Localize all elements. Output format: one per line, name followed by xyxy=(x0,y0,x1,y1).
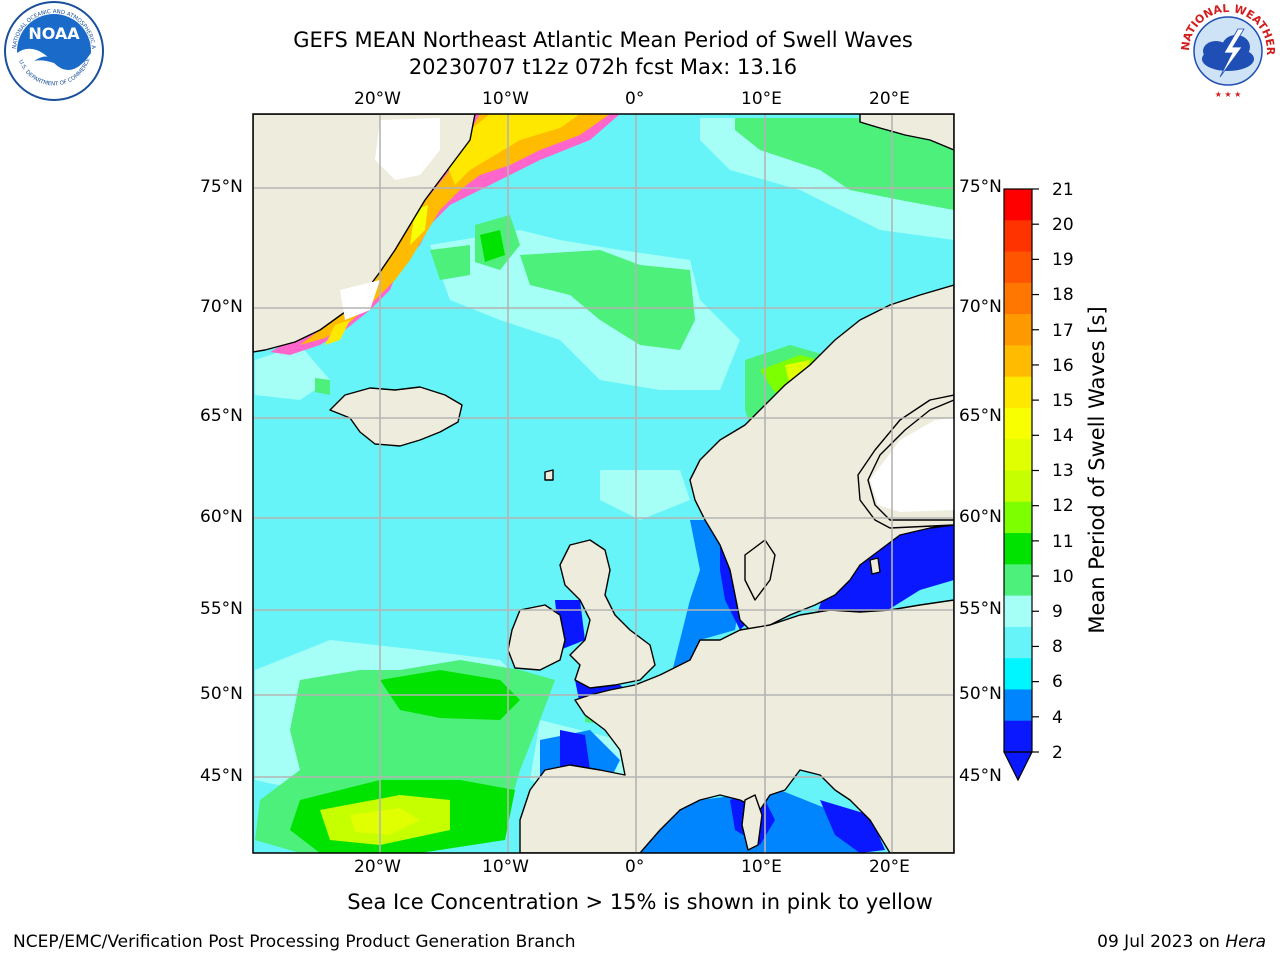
svg-text:★ ★ ★: ★ ★ ★ xyxy=(1215,90,1242,99)
colorbar-band xyxy=(1004,407,1032,440)
lon-label-top-10e: 10°E xyxy=(741,89,782,109)
colorbar-frame xyxy=(1003,188,1033,753)
no-data-regions xyxy=(340,118,954,512)
lon-label-top-20w: 20°W xyxy=(354,89,401,109)
lon-label-bottom-20w: 20°W xyxy=(354,857,401,877)
lon-label-bottom-20e: 20°E xyxy=(869,857,910,877)
colorbar-band xyxy=(1004,439,1032,472)
lat-label-left-65n: 65°N xyxy=(200,406,243,426)
footer-date: 09 Jul 2023 on Hera xyxy=(1097,932,1266,952)
footer-date-text: 09 Jul 2023 on xyxy=(1097,932,1226,952)
colorbar-band xyxy=(1004,376,1032,409)
lat-label-left-70n: 70°N xyxy=(200,297,243,317)
land-faroe xyxy=(544,469,554,481)
footer-host: Hera xyxy=(1225,932,1266,952)
colorbar-tick: 13 xyxy=(1052,461,1074,481)
colorbar-band xyxy=(1004,564,1032,597)
lat-label-right-65n: 65°N xyxy=(959,406,1002,426)
lat-label-right-75n: 75°N xyxy=(959,177,1002,197)
colorbar-tick: 9 xyxy=(1052,602,1063,622)
land-corsica-sardinia xyxy=(741,794,763,851)
lon-label-top-20e: 20°E xyxy=(869,89,910,109)
colorbar-band xyxy=(1004,689,1032,722)
colorbar-tick: 16 xyxy=(1052,356,1074,376)
colorbar-band xyxy=(1004,720,1032,753)
colorbar-tick: 15 xyxy=(1052,391,1074,411)
colorbar-tick: 21 xyxy=(1052,180,1074,200)
colorbar-band xyxy=(1004,501,1032,534)
plot-title-line1: GEFS MEAN Northeast Atlantic Mean Period… xyxy=(293,28,913,52)
lon-label-bottom-0: 0° xyxy=(625,857,645,877)
land-great-britain xyxy=(559,539,656,689)
colorbar-tick: 6 xyxy=(1052,672,1063,692)
colorbar-tick: 17 xyxy=(1052,321,1074,341)
colorbar-band xyxy=(1004,345,1032,378)
lon-label-top-10w: 10°W xyxy=(482,89,529,109)
colorbar-band xyxy=(1004,282,1032,315)
colorbar-tick: 11 xyxy=(1052,532,1074,552)
sea-ice-note: Sea Ice Concentration > 15% is shown in … xyxy=(347,890,933,914)
colorbar-tick: 18 xyxy=(1052,285,1074,305)
land-iceland xyxy=(329,386,463,447)
colorbar-title: Mean Period of Swell Waves [s] xyxy=(1085,306,1109,634)
colorbar-extend-arrow xyxy=(1003,751,1033,782)
plot-title-line2: 20230707 t12z 072h fcst Max: 13.16 xyxy=(408,55,798,79)
colorbar-band xyxy=(1004,533,1032,565)
colorbar-band xyxy=(1004,189,1032,221)
lat-label-left-45n: 45°N xyxy=(200,766,243,786)
colorbar-band xyxy=(1004,470,1032,503)
svg-text:NOAA: NOAA xyxy=(28,24,80,43)
land-svalbard xyxy=(859,114,954,151)
lat-label-right-55n: 55°N xyxy=(959,599,1002,619)
colorbar-band xyxy=(1004,626,1032,659)
colorbar-tick: 14 xyxy=(1052,426,1074,446)
lat-label-right-70n: 70°N xyxy=(959,297,1002,317)
colorbar-tick: 10 xyxy=(1052,567,1074,587)
lat-label-left-50n: 50°N xyxy=(200,684,243,704)
colorbar-band xyxy=(1004,220,1032,253)
lon-label-top-0: 0° xyxy=(625,89,645,109)
lat-label-left-55n: 55°N xyxy=(200,599,243,619)
footer-credit: NCEP/EMC/Verification Post Processing Pr… xyxy=(13,932,576,952)
colorbar-tick: 19 xyxy=(1052,250,1074,270)
lat-label-right-60n: 60°N xyxy=(959,507,1002,527)
lon-label-bottom-10e: 10°E xyxy=(741,857,782,877)
map-frame xyxy=(252,113,955,854)
land-gotland xyxy=(869,557,881,575)
graticule xyxy=(253,114,954,853)
land-masses xyxy=(253,114,954,853)
noaa-logo-icon: NOAA NATIONAL OCEANIC AND ATMOSPHERIC AD… xyxy=(4,1,104,101)
colorbar-tick: 20 xyxy=(1052,215,1074,235)
colorbar-band xyxy=(1004,595,1032,628)
lon-label-bottom-10w: 10°W xyxy=(482,857,529,877)
colorbar-tick: 2 xyxy=(1052,743,1063,763)
nws-logo-icon: NATIONAL WEATHER SERVICE ★ ★ ★ xyxy=(1176,1,1277,99)
colorbar-tick: 4 xyxy=(1052,708,1063,728)
lat-label-right-50n: 50°N xyxy=(959,684,1002,704)
colorbar-band xyxy=(1004,314,1032,346)
lat-label-right-45n: 45°N xyxy=(959,766,1002,786)
lat-label-left-60n: 60°N xyxy=(200,507,243,527)
colorbar-band xyxy=(1004,658,1032,691)
colorbar-band xyxy=(1004,251,1032,284)
colorbar-tick: 12 xyxy=(1052,496,1074,516)
lat-label-left-75n: 75°N xyxy=(200,177,243,197)
land-continental-europe xyxy=(519,599,954,853)
colorbar xyxy=(1004,188,1039,753)
colorbar-tick: 8 xyxy=(1052,637,1063,657)
